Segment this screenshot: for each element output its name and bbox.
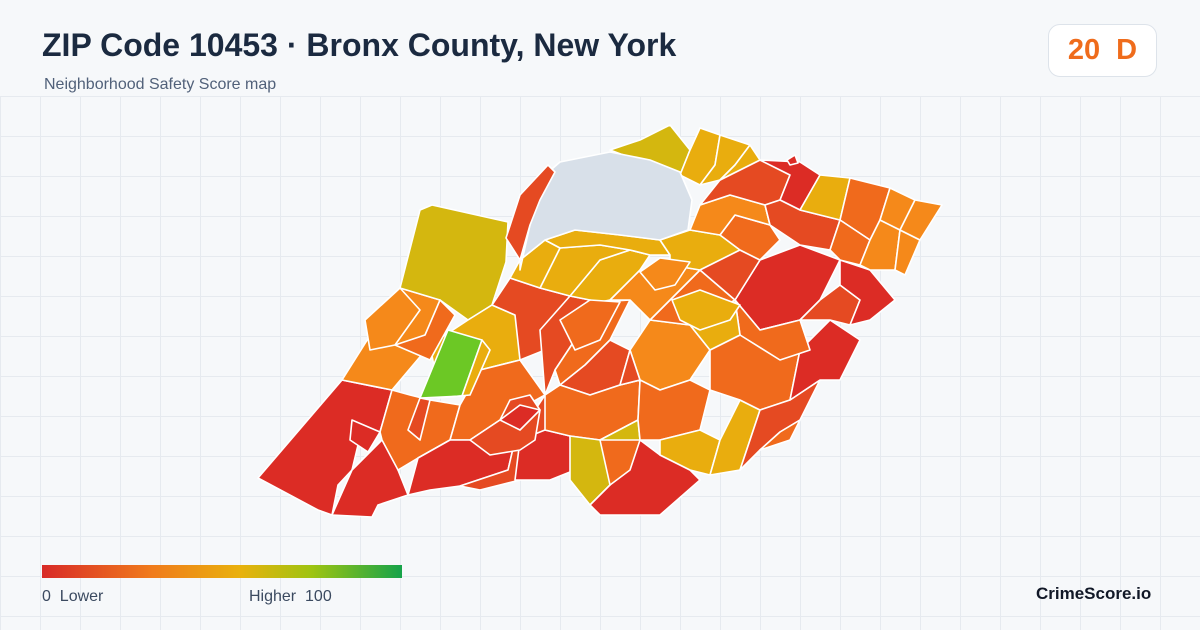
census-tract	[394, 299, 456, 361]
header-band	[0, 0, 1200, 96]
census-tract	[671, 289, 741, 331]
legend-high: Higher 100	[249, 588, 332, 606]
score-grade: D	[1116, 34, 1138, 66]
census-tract	[364, 287, 421, 351]
score-badge: 20 D	[1048, 24, 1157, 77]
census-tract	[499, 404, 541, 431]
census-tract	[899, 199, 943, 241]
census-tract	[719, 144, 761, 181]
census-tract	[505, 164, 556, 261]
census-tract	[759, 419, 801, 451]
census-tract	[399, 204, 509, 321]
census-tract	[639, 257, 691, 291]
census-tract	[786, 154, 799, 166]
legend-min: 0	[42, 588, 51, 605]
legend-color-bar	[42, 565, 402, 578]
census-tract	[559, 299, 621, 351]
census-tract	[619, 349, 641, 386]
census-tract	[599, 439, 641, 486]
census-tract	[437, 339, 491, 399]
census-tract	[839, 259, 896, 326]
legend-high-label: Higher	[249, 588, 297, 605]
legend-max: 100	[305, 588, 332, 605]
legend-low-label: Lower	[59, 588, 104, 605]
page-title: ZIP Code 10453 · Bronx County, New York	[42, 27, 677, 63]
brand-logo-text: CrimeScore.io	[1036, 584, 1152, 603]
legend-low: 0 Lower	[42, 588, 103, 606]
score-value: 20	[1067, 34, 1101, 66]
census-tract	[349, 419, 381, 453]
page-subtitle: Neighborhood Safety Score map	[44, 76, 277, 93]
census-tract	[407, 397, 431, 441]
